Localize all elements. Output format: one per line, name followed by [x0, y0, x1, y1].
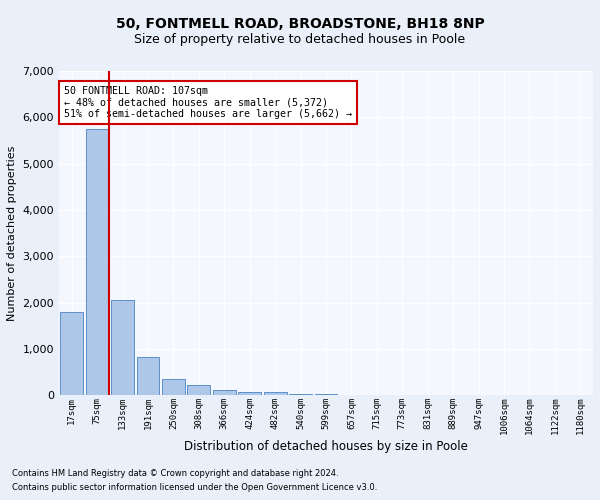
Text: Contains public sector information licensed under the Open Government Licence v3: Contains public sector information licen…: [12, 484, 377, 492]
Bar: [213, 390, 236, 396]
Bar: [162, 379, 185, 396]
Bar: [60, 312, 83, 396]
Bar: [264, 392, 287, 396]
Bar: [137, 358, 160, 396]
Text: Contains HM Land Registry data © Crown copyright and database right 2024.: Contains HM Land Registry data © Crown c…: [12, 468, 338, 477]
Text: Size of property relative to detached houses in Poole: Size of property relative to detached ho…: [134, 32, 466, 46]
X-axis label: Distribution of detached houses by size in Poole: Distribution of detached houses by size …: [184, 440, 468, 453]
Bar: [238, 392, 261, 396]
Bar: [187, 386, 211, 396]
Text: 50, FONTMELL ROAD, BROADSTONE, BH18 8NP: 50, FONTMELL ROAD, BROADSTONE, BH18 8NP: [116, 18, 484, 32]
Bar: [289, 394, 312, 396]
Y-axis label: Number of detached properties: Number of detached properties: [7, 146, 17, 321]
Bar: [111, 300, 134, 396]
Text: 50 FONTMELL ROAD: 107sqm
← 48% of detached houses are smaller (5,372)
51% of sem: 50 FONTMELL ROAD: 107sqm ← 48% of detach…: [64, 86, 352, 118]
Bar: [86, 129, 109, 396]
Bar: [314, 394, 337, 396]
